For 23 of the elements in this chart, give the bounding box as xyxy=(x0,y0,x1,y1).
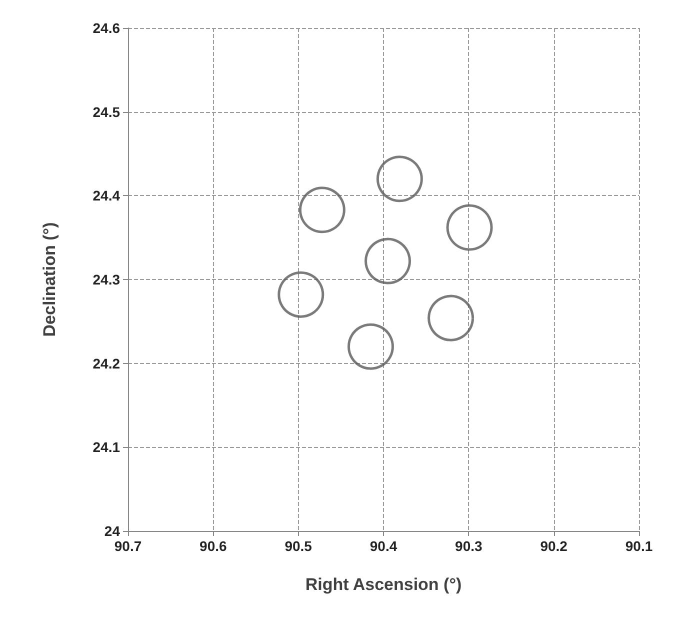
x-tick-label: 90.7 xyxy=(114,538,142,554)
point xyxy=(376,156,423,202)
y-tick-label: 24.5 xyxy=(92,104,120,120)
point xyxy=(348,323,394,370)
y-tick-label: 24.2 xyxy=(92,355,120,372)
x-axis-title: Right Ascension (°) xyxy=(305,575,462,594)
y-tick-label: 24 xyxy=(104,523,120,539)
point xyxy=(278,271,324,318)
point xyxy=(364,238,412,284)
x-tick-label: 90.2 xyxy=(540,538,568,554)
point xyxy=(428,294,474,342)
x-tick-label: 90.5 xyxy=(284,538,312,554)
y-tick-label: 24.3 xyxy=(92,272,120,288)
x-tick-label: 90.6 xyxy=(200,538,228,554)
point xyxy=(298,186,346,234)
y-tick-label: 24.6 xyxy=(92,20,120,36)
x-tick-label: 90.4 xyxy=(370,538,398,554)
y-tick-label: 24.1 xyxy=(92,439,120,456)
y-tick-label: 24.4 xyxy=(92,188,120,204)
x-tick-label: 90.1 xyxy=(625,538,653,554)
point xyxy=(446,204,493,251)
x-tick-label: 90.3 xyxy=(455,538,483,554)
y-axis-title: Declination (°) xyxy=(40,222,59,337)
